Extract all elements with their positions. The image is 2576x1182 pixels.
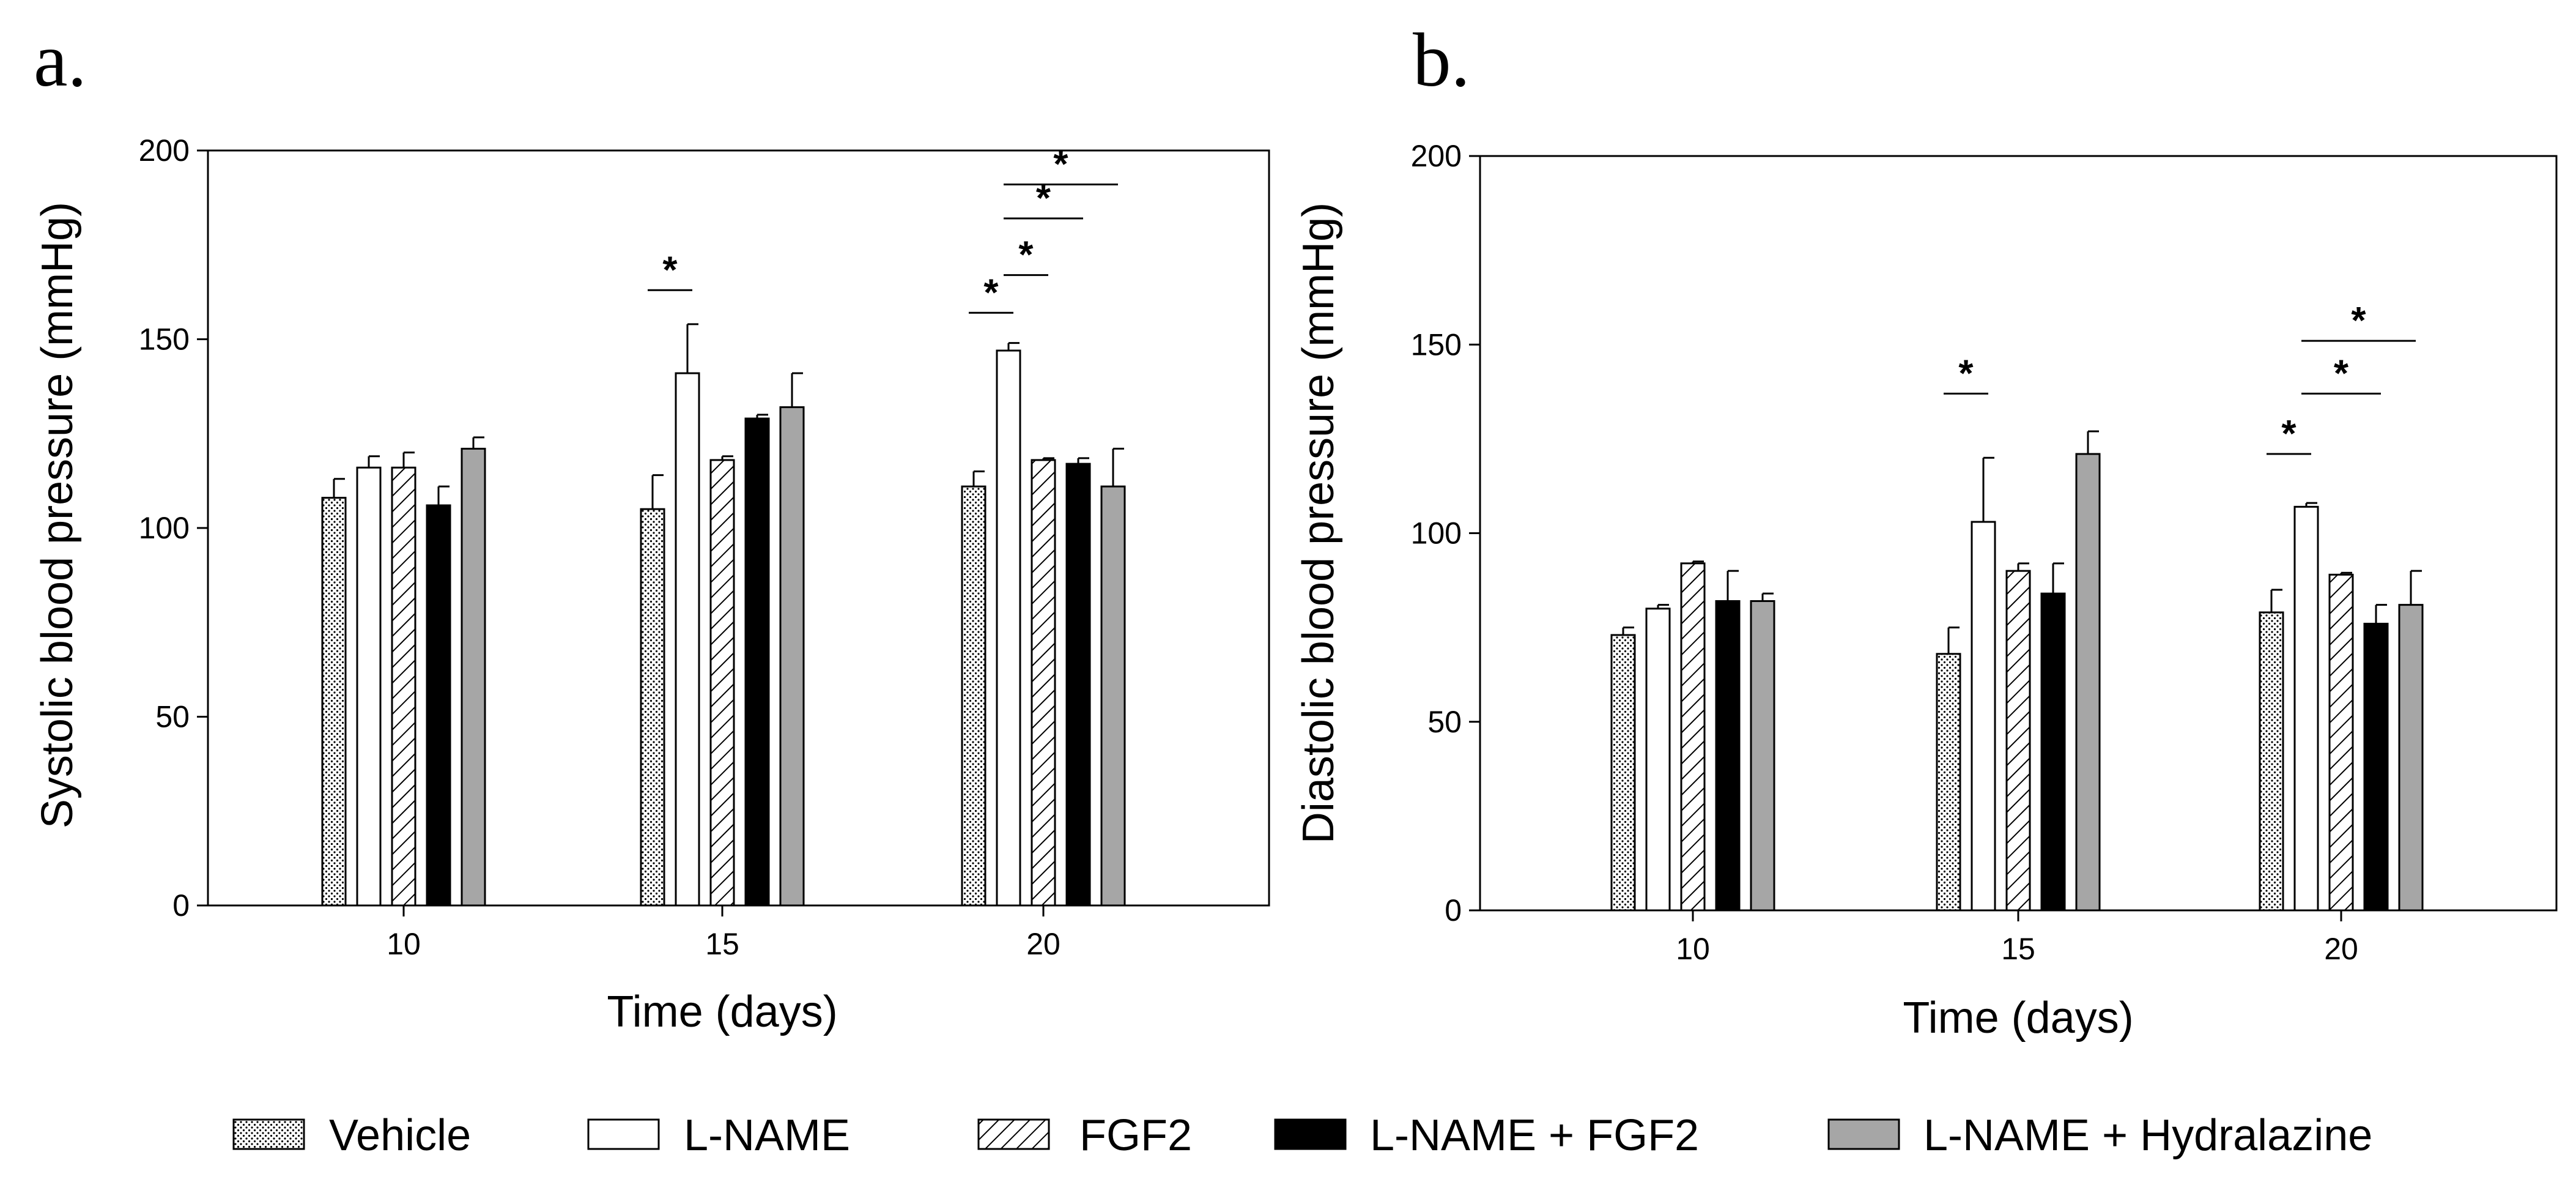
panel-b-y-tick-label: 100 bbox=[1411, 516, 1462, 551]
panel-a-x-tick-label: 20 bbox=[1026, 927, 1060, 961]
panel-b-bar-l-name-day-10 bbox=[1645, 608, 1671, 912]
panel-b-bar-l-name-hydralazine-day-15 bbox=[2075, 453, 2101, 912]
panel-a-bar-l-name-hydralazine-day-20 bbox=[1100, 485, 1126, 907]
panel-a-bar-l-name-day-20 bbox=[996, 349, 1021, 907]
panel-b-y-tick-label: 50 bbox=[1427, 705, 1462, 739]
panel-b-bar-vehicle-day-10 bbox=[1610, 634, 1636, 912]
panel-a-x-tick-label: 15 bbox=[705, 927, 739, 961]
panel-a-label: a. bbox=[34, 18, 87, 103]
panel-b-bar-l-name-day-15 bbox=[1971, 521, 1996, 912]
panel-a-significance-star: * bbox=[1018, 234, 1034, 277]
panel-a-bar-l-name-day-10 bbox=[356, 466, 382, 907]
legend-label-vehicle: Vehicle bbox=[329, 1111, 471, 1160]
panel-b-y-tick-label: 150 bbox=[1411, 327, 1462, 362]
panel-a-bar-l-name-day-15 bbox=[675, 372, 700, 907]
panel-b-bar-l-name-fgf2-day-15 bbox=[2040, 592, 2066, 912]
panel-a-y-tick-label: 0 bbox=[172, 888, 190, 923]
legend-item-fgf2: FGF2 bbox=[977, 1111, 1192, 1160]
panel-b-bar-fgf2-day-20 bbox=[2328, 573, 2354, 912]
panel-b-bar-l-name-hydralazine-day-20 bbox=[2398, 604, 2424, 912]
legend-label-l-name-fgf2: L-NAME + FGF2 bbox=[1370, 1111, 1699, 1160]
panel-b-significance-star: * bbox=[2351, 300, 2366, 342]
panel-a-y-tick-label: 50 bbox=[155, 700, 190, 734]
legend-item-l-name-fgf2: L-NAME + FGF2 bbox=[1274, 1111, 1699, 1160]
legend-swatch-fgf2 bbox=[977, 1118, 1050, 1150]
panel-a-bar-vehicle-day-15 bbox=[640, 508, 665, 907]
legend-item-l-name: L-NAME bbox=[587, 1111, 850, 1160]
legend-swatch-l-name-hydralazine bbox=[1827, 1118, 1900, 1150]
panel-a-significance-star: * bbox=[1053, 144, 1068, 186]
panel-b-label: b. bbox=[1413, 18, 1470, 103]
panel-b-bar-vehicle-day-15 bbox=[1936, 653, 1961, 912]
panel-b-bar-fgf2-day-10 bbox=[1680, 562, 1706, 912]
panel-a-bar-fgf2-day-20 bbox=[1031, 459, 1056, 907]
panel-a-x-tick-label: 10 bbox=[387, 927, 421, 961]
panel-a-bar-l-name-fgf2-day-10 bbox=[426, 504, 451, 907]
legend-item-vehicle: Vehicle bbox=[232, 1111, 471, 1160]
panel-b: b. Diastolic blood pressure (mmHg) Time … bbox=[1294, 18, 2558, 1043]
legend-swatch-l-name bbox=[587, 1118, 660, 1150]
panel-b-bar-l-name-fgf2-day-20 bbox=[2363, 622, 2389, 912]
panel-a-significance-star: * bbox=[983, 272, 999, 314]
panel-b-x-tick-label: 15 bbox=[2001, 932, 2035, 966]
panel-a-y-tick-label: 200 bbox=[139, 133, 190, 168]
panel-b-significance-star: * bbox=[2334, 352, 2349, 395]
panel-b-y-axis-title: Diastolic blood pressure (mmHg) bbox=[1294, 203, 1343, 844]
panel-a-significance-star: * bbox=[662, 249, 678, 291]
legend-label-l-name: L-NAME bbox=[684, 1111, 850, 1160]
panel-a-y-tick-label: 100 bbox=[139, 511, 190, 545]
panel-a-y-tick-label: 150 bbox=[139, 322, 190, 357]
panel-b-x-tick-label: 10 bbox=[1676, 932, 1710, 966]
panel-b-x-tick-label: 20 bbox=[2324, 932, 2358, 966]
panel-b-bar-l-name-hydralazine-day-10 bbox=[1750, 600, 1775, 912]
legend-item-l-name-hydralazine: L-NAME + Hydralazine bbox=[1827, 1111, 2372, 1160]
panel-a-bar-l-name-hydralazine-day-15 bbox=[779, 406, 805, 907]
panel-a: a. Systolic blood pressure (mmHg) Time (… bbox=[33, 18, 1270, 1036]
panel-a-bar-vehicle-day-20 bbox=[961, 485, 986, 907]
panel-a-bar-l-name-hydralazine-day-10 bbox=[461, 447, 486, 907]
panel-b-bar-vehicle-day-20 bbox=[2259, 611, 2284, 912]
panel-b-significance-star: * bbox=[2281, 413, 2297, 455]
legend-label-fgf2: FGF2 bbox=[1079, 1111, 1192, 1160]
panel-b-y-tick-label: 200 bbox=[1411, 139, 1462, 173]
panel-b-bar-l-name-fgf2-day-10 bbox=[1715, 600, 1741, 912]
panel-a-bar-fgf2-day-15 bbox=[709, 459, 735, 907]
panel-a-x-axis-title: Time (days) bbox=[607, 987, 837, 1036]
legend-swatch-vehicle bbox=[232, 1118, 305, 1150]
panel-b-bar-fgf2-day-15 bbox=[2005, 570, 2031, 912]
panel-b-bar-l-name-day-20 bbox=[2293, 505, 2319, 912]
panel-a-bar-l-name-fgf2-day-15 bbox=[744, 417, 770, 907]
panel-a-bar-fgf2-day-10 bbox=[391, 466, 416, 907]
panel-a-y-axis-title: Systolic blood pressure (mmHg) bbox=[33, 202, 82, 828]
panel-a-bar-vehicle-day-10 bbox=[321, 497, 347, 907]
panel-a-bar-l-name-fgf2-day-20 bbox=[1065, 463, 1091, 907]
legend: Vehicle L-NAME FGF2 L-NAME + FGF2 L-NAME… bbox=[232, 1111, 2372, 1160]
panel-b-y-tick-label: 0 bbox=[1445, 893, 1462, 927]
legend-swatch-l-name-fgf2 bbox=[1274, 1118, 1347, 1150]
legend-label-l-name-hydralazine: L-NAME + Hydralazine bbox=[1923, 1111, 2372, 1160]
panel-b-x-axis-title: Time (days) bbox=[1903, 994, 2133, 1043]
panel-b-significance-star: * bbox=[1958, 352, 1974, 395]
